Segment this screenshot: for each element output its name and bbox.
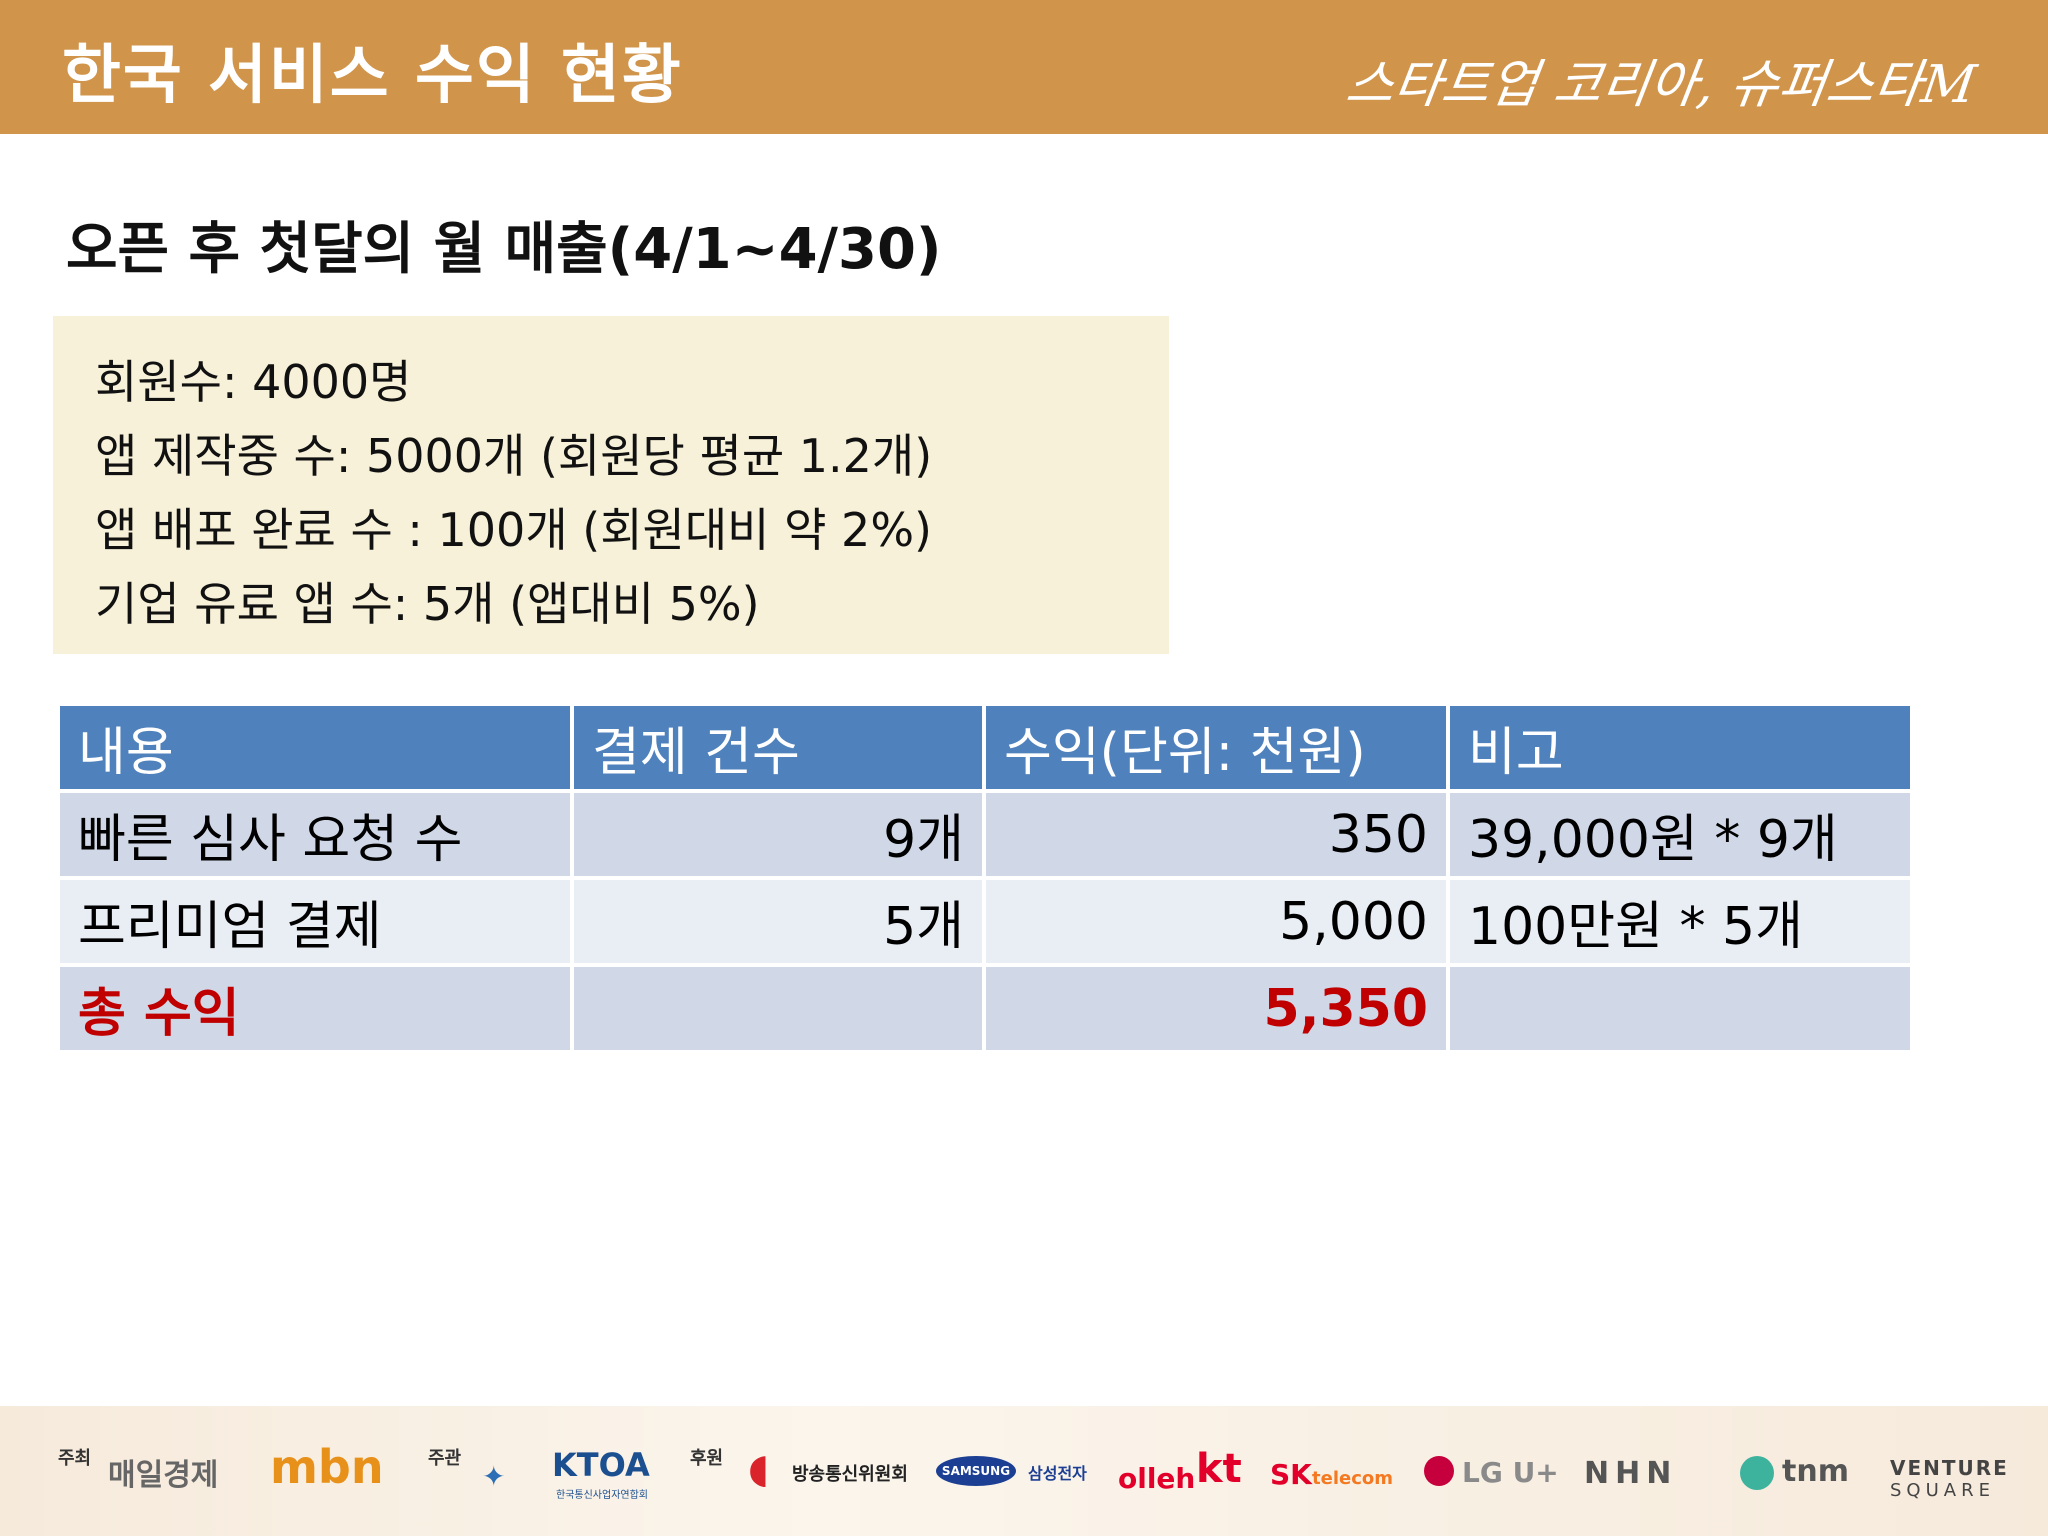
- samsung-sub: 삼성전자: [1028, 1464, 1087, 1483]
- kcc-swoosh-icon: ◖: [748, 1446, 770, 1492]
- header-bar: 한국 서비스 수익 현황 스타트업 코리아, 슈퍼스타M: [0, 0, 2048, 134]
- total-note: [1450, 967, 1910, 1050]
- row-label: 프리미엄 결제: [60, 880, 570, 963]
- row-count: 5개: [574, 880, 982, 963]
- header-note: 비고: [1450, 706, 1910, 789]
- venture-logo: VENTURE: [1890, 1456, 2009, 1480]
- kt-logo: kt: [1196, 1446, 1242, 1492]
- brand-logo: 스타트업 코리아, 슈퍼스타M: [1341, 55, 1980, 115]
- kcc-logo: 방송통신위원회: [792, 1464, 908, 1485]
- row-count: 9개: [574, 793, 982, 876]
- row-label: 빠른 심사 요청 수: [60, 793, 570, 876]
- section-subtitle: 오픈 후 첫달의 월 매출(4/1~4/30): [66, 217, 942, 282]
- square-logo: SQUARE: [1890, 1480, 1995, 1501]
- stats-box: 회원수: 4000명 앱 제작중 수: 5000개 (회원당 평균 1.2개) …: [53, 316, 1169, 654]
- ktoa-logo: KTOA: [552, 1446, 650, 1484]
- sponsor-footer: 주최 매일경제 mbn 주관 ✦ KTOA 한국통신사업자연합회 후원 ◖ 방송…: [0, 1406, 2048, 1536]
- stat-members: 회원수: 4000명: [95, 355, 412, 409]
- row-note: 39,000원 * 9개: [1450, 793, 1910, 876]
- table-row: 프리미엄 결제 5개 5,000 100만원 * 5개: [60, 880, 1910, 963]
- stat-apps-in-progress: 앱 제작중 수: 5000개 (회원당 평균 1.2개): [95, 429, 933, 483]
- stat-paid-apps: 기업 유료 앱 수: 5개 (앱대비 5%): [95, 577, 760, 631]
- nhn-logo: NHN: [1584, 1456, 1678, 1491]
- sk-logo: SK: [1270, 1458, 1312, 1491]
- ktoa-dots-icon: ✦: [482, 1460, 506, 1493]
- row-note: 100만원 * 5개: [1450, 880, 1910, 963]
- lgu-logo: LG U+: [1462, 1456, 1559, 1489]
- table-row: 빠른 심사 요청 수 9개 350 39,000원 * 9개: [60, 793, 1910, 876]
- sponsor-label: 후원: [690, 1448, 724, 1469]
- lg-icon: [1424, 1456, 1454, 1486]
- tnm-logo: tnm: [1782, 1454, 1849, 1489]
- row-revenue: 5,000: [986, 880, 1446, 963]
- header-content: 내용: [60, 706, 570, 789]
- table-total-row: 총 수익 5,350: [60, 967, 1910, 1050]
- stat-apps-published: 앱 배포 완료 수 : 100개 (회원대비 약 2%): [95, 503, 932, 557]
- page-title: 한국 서비스 수익 현황: [62, 39, 683, 113]
- sk-telecom-logo: telecom: [1312, 1468, 1393, 1489]
- ktoa-sub: 한국통신사업자연합회: [556, 1490, 648, 1501]
- table-header-row: 내용 결제 건수 수익(단위: 천원) 비고: [60, 706, 1910, 789]
- mbn-logo: mbn: [270, 1440, 384, 1494]
- maeil-logo: 매일경제: [108, 1458, 219, 1493]
- revenue-table: 내용 결제 건수 수익(단위: 천원) 비고 빠른 심사 요청 수 9개 350…: [56, 702, 1914, 1054]
- tnm-icon: [1740, 1456, 1774, 1490]
- header-revenue: 수익(단위: 천원): [986, 706, 1446, 789]
- total-label: 총 수익: [60, 967, 570, 1050]
- samsung-logo: SAMSUNG: [936, 1456, 1016, 1486]
- total-count: [574, 967, 982, 1050]
- olleh-logo: olleh: [1118, 1462, 1196, 1495]
- organizer-label: 주관: [428, 1448, 462, 1469]
- row-revenue: 350: [986, 793, 1446, 876]
- total-revenue: 5,350: [986, 967, 1446, 1050]
- host-label: 주최: [58, 1448, 92, 1469]
- header-payment-count: 결제 건수: [574, 706, 982, 789]
